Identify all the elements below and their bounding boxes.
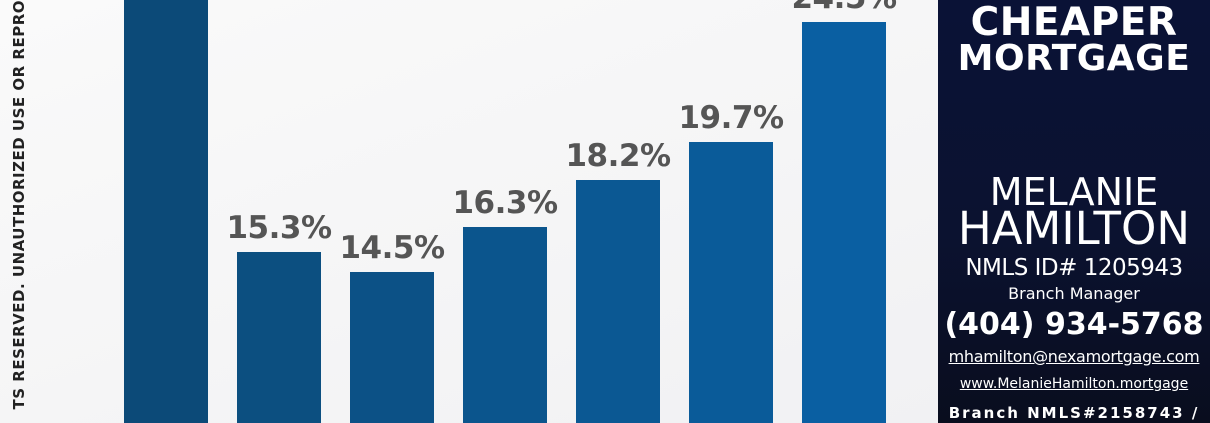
first-name: MELANIE [989, 170, 1159, 214]
data-label-3: 16.3% [452, 185, 558, 221]
job-title: Branch Manager [1008, 284, 1140, 303]
data-label-2: 14.5% [339, 230, 445, 266]
bar-4 [576, 179, 660, 423]
last-name: HAMILTON [957, 202, 1191, 255]
brand-line-1: CHEAPER [970, 0, 1178, 45]
bar-2 [350, 272, 434, 423]
data-label-5: 19.7% [678, 100, 784, 136]
bar-0 [124, 0, 208, 423]
data-label-1: 15.3% [226, 210, 332, 246]
bar-1 [237, 252, 321, 423]
contact-panel: CHEAPER MORTGAGE MELANIE HAMILTON NMLS I… [938, 0, 1210, 423]
website-link[interactable]: www.MelanieHamilton.mortgage [959, 376, 1189, 392]
bar-chart: TS RESERVED. UNAUTHORIZED USE OR REPRO 1… [0, 0, 940, 423]
data-label-6: 24.5% [779, 0, 909, 16]
data-label-4: 18.2% [565, 137, 671, 174]
email-link[interactable]: mhamilton@nexamortgage.com [948, 347, 1200, 366]
bar-3 [463, 227, 547, 423]
bar-6 [802, 22, 886, 423]
bar-5 [689, 142, 773, 423]
nmls-id: NMLS ID# 1205943 [965, 255, 1183, 281]
branch-nmls: Branch NMLS#2158743 / [948, 404, 1200, 422]
brand-line-2: MORTGAGE [957, 38, 1191, 79]
phone-number[interactable]: (404) 934-5768 [944, 307, 1204, 342]
copyright-watermark: TS RESERVED. UNAUTHORIZED USE OR REPRO [10, 0, 28, 410]
